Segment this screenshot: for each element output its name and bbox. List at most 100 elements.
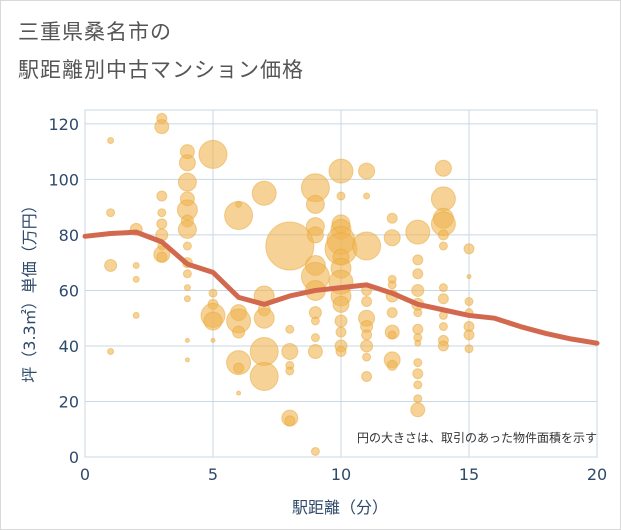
x-tick-label: 0 [80, 465, 90, 484]
bubble [463, 243, 475, 255]
bubble [285, 366, 295, 376]
bubble [362, 352, 372, 362]
bubble [107, 348, 115, 356]
bubble [438, 322, 448, 332]
bubble [226, 350, 252, 376]
bubble [332, 295, 350, 313]
bubble [310, 316, 320, 326]
bubble-size-note: 円の大きさは、取引のあった物件面積を示す [357, 430, 597, 445]
bubble [305, 194, 325, 214]
bubble [410, 402, 426, 418]
bubble [156, 218, 168, 230]
bubble [132, 311, 140, 319]
bubble [157, 208, 167, 218]
bubble [253, 307, 275, 329]
bubble [182, 241, 192, 251]
bubble [430, 186, 456, 212]
bubble [249, 337, 279, 367]
bubble [107, 137, 115, 145]
bubble [437, 229, 449, 241]
x-axis-title: 駅距離（分） [292, 498, 388, 517]
bubble [203, 311, 223, 331]
y-axis-title: 坪（3.3㎡）単価（万円） [20, 197, 39, 382]
bubble [307, 344, 323, 360]
trend-line-layer [82, 229, 600, 346]
bubble [437, 340, 449, 352]
bubble [236, 390, 242, 396]
bubble [183, 295, 191, 303]
bubble [358, 162, 376, 180]
y-tick-label: 100 [48, 170, 79, 189]
bubble [210, 337, 216, 343]
bubble [412, 323, 424, 335]
y-tick-label: 40 [59, 337, 79, 356]
bubble [463, 329, 475, 341]
bubble [361, 370, 373, 382]
bubble [466, 274, 472, 280]
bubble [198, 139, 228, 169]
bubble [132, 261, 140, 269]
bubble [413, 380, 423, 390]
bubble [154, 119, 170, 135]
bubble [464, 297, 474, 307]
y-tick-label: 0 [69, 448, 79, 467]
bubble [233, 362, 245, 374]
bubble [310, 333, 320, 343]
bubble [251, 180, 277, 206]
bubble [178, 154, 196, 172]
bubble [281, 343, 299, 361]
bubble [413, 308, 423, 318]
bubble [306, 226, 324, 244]
bubble [156, 251, 168, 263]
bubble [335, 346, 347, 358]
bubble [182, 269, 192, 279]
bubble [360, 339, 374, 353]
bubble [361, 329, 373, 341]
bubble [464, 344, 474, 354]
bubble-layer [104, 112, 475, 456]
bubble [106, 208, 116, 218]
bubble [412, 268, 424, 280]
x-tick-label: 10 [331, 465, 351, 484]
bubble [177, 219, 197, 239]
bubble [208, 288, 218, 298]
bubble [328, 158, 354, 184]
bubble [363, 192, 371, 200]
bubble [335, 326, 347, 338]
y-tick-label: 20 [59, 392, 79, 411]
bubble [437, 293, 449, 305]
bubble [413, 358, 423, 368]
bubble [383, 229, 401, 247]
bubble [249, 361, 279, 391]
bubble [184, 337, 190, 343]
bubble [183, 284, 191, 292]
bubble [405, 219, 431, 245]
bubble [386, 212, 398, 224]
bubble [156, 190, 168, 202]
bubble [411, 283, 425, 297]
bubble [334, 314, 348, 328]
bubble [438, 241, 448, 251]
bubble [232, 325, 246, 339]
average-price-line [82, 229, 600, 346]
bubble [387, 330, 397, 340]
bubble [413, 394, 423, 404]
grid [84, 109, 598, 458]
y-tick-label: 120 [48, 115, 79, 134]
x-tick-label: 20 [587, 465, 607, 484]
bubble [438, 283, 448, 293]
bubble [414, 339, 422, 347]
bubble [132, 275, 140, 283]
bubble [412, 254, 424, 266]
tick-labels: 0 20 40 60 80 100 120 0 5 10 15 20 [48, 115, 607, 484]
bubble [386, 307, 398, 319]
bubble [224, 200, 254, 230]
bubble [352, 231, 382, 261]
x-tick-label: 5 [208, 465, 218, 484]
bubble [434, 159, 452, 177]
chart-title-line1: 三重県桑名市の [18, 20, 172, 44]
y-tick-label: 80 [59, 226, 79, 245]
bubble [177, 172, 197, 192]
bubble [361, 296, 373, 308]
